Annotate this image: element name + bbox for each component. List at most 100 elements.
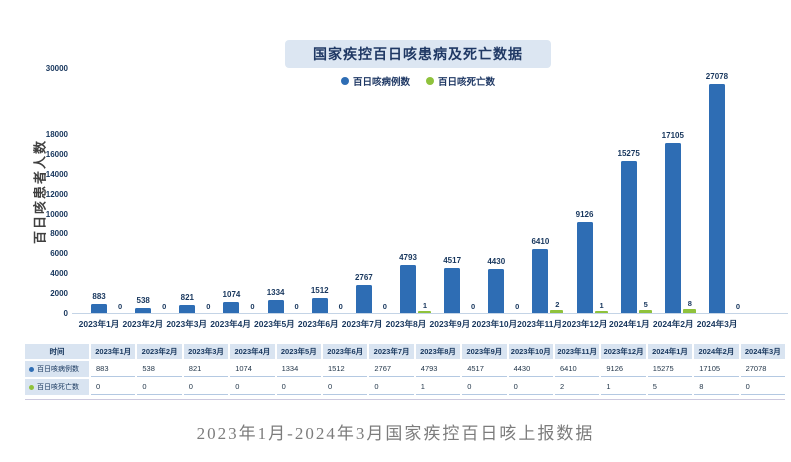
bar-deaths (550, 310, 564, 313)
table-column-header: 2023年12月 (601, 344, 646, 359)
table-cell: 538 (137, 361, 182, 377)
bar-cases (664, 142, 681, 313)
table-cell: 0 (230, 379, 275, 395)
bar-cases (179, 304, 196, 313)
chart-header: 国家疾控百日咳患病及死亡数据 百日咳病例数 百日咳死亡数 (45, 40, 791, 88)
table-column-header: 2024年3月 (740, 344, 785, 359)
table-cell: 0 (276, 379, 321, 395)
table-cell: 15275 (647, 361, 693, 377)
y-tick-label: 0 (63, 309, 68, 318)
deaths-value-label: 1 (599, 300, 604, 310)
cases-value-label: 17105 (661, 130, 684, 140)
table-cell: 883 (91, 361, 136, 377)
table-column-header: 2023年4月 (230, 344, 275, 359)
bar-cases (91, 304, 108, 313)
x-axis-category-label: 2023年4月 (210, 319, 251, 329)
table-cell: 6410 (555, 361, 600, 377)
table-column-header: 2023年3月 (183, 344, 229, 359)
deaths-value-label: 0 (162, 302, 167, 311)
x-axis-line (72, 313, 788, 314)
table-cell: 8 (694, 379, 739, 395)
y-tick-label: 14000 (45, 169, 68, 179)
bar-cases (135, 307, 152, 313)
table-corner-header: 时间 (25, 344, 89, 359)
bar-deaths (638, 309, 652, 313)
deaths-value-label: 0 (338, 302, 343, 311)
deaths-value-label: 2 (555, 300, 560, 310)
x-axis-category-label: 2023年7月 (341, 319, 383, 329)
table-cell: 0 (91, 379, 136, 395)
table-column-header: 2023年9月 (462, 344, 507, 359)
bar-cases (708, 84, 725, 313)
table-column-header: 2023年1月 (91, 344, 136, 359)
deaths-value-label: 0 (206, 302, 211, 311)
bar-cases (311, 297, 328, 313)
cases-value-label: 821 (180, 292, 194, 302)
table-cell: 2767 (369, 361, 414, 377)
bar-cases (532, 249, 549, 313)
cases-value-label: 1074 (222, 290, 241, 300)
x-axis-category-label: 2023年12月 (562, 319, 608, 329)
table-row-label: 百日咳死亡数 (25, 379, 89, 395)
deaths-value-label: 1 (422, 300, 428, 310)
table-cell: 4517 (462, 361, 507, 377)
x-axis-category-label: 2023年3月 (166, 319, 207, 329)
deaths-legend-dot-icon (426, 77, 434, 85)
x-axis-labels: 2023年1月 2023年2月 2023年3月 2023年4月 2023年5月 2023年… (77, 318, 739, 330)
x-axis-category-label: 2023年11月 (517, 319, 563, 329)
bar-cases (223, 302, 240, 313)
deaths-value-label: 0 (117, 302, 123, 311)
cases-legend-dot-icon (340, 77, 349, 85)
table-row-label-text: 百日咳病例数 (37, 366, 79, 373)
table-column-header: 2023年2月 (137, 344, 182, 359)
x-axis-category-label: 2023年5月 (254, 319, 295, 329)
bar-cases (620, 161, 637, 313)
table-column-header: 2023年6月 (323, 344, 368, 359)
table-cell: 1512 (323, 361, 368, 377)
cases-value-label: 1512 (310, 285, 329, 295)
table-cell: 17105 (694, 361, 739, 377)
deaths-value-label: 0 (294, 302, 299, 311)
table-cell: 27078 (740, 361, 785, 377)
legend-item-deaths: 百日咳死亡数 (426, 74, 495, 88)
y-tick-label: 16000 (45, 149, 68, 159)
legend-item-cases: 百日咳病例数 (340, 74, 410, 88)
x-axis-category-label: 2024年3月 (696, 319, 738, 329)
chart-title: 国家疾控百日咳患病及死亡数据 (285, 40, 551, 68)
table-row-label-text: 百日咳死亡数 (37, 384, 79, 391)
table-cell: 0 (462, 379, 507, 395)
cases-value-label: 883 (92, 292, 106, 302)
cases-value-label: 9126 (575, 210, 594, 220)
table-cell: 5 (647, 379, 693, 395)
y-axis-ticks: 0 2000 4000 6000 8000 10000 12000 14000 16000 180… (20, 64, 68, 318)
bar-deaths (594, 310, 608, 313)
chart-legend: 百日咳病例数 百日咳死亡数 (45, 74, 791, 88)
table-column-header: 2024年2月 (694, 344, 739, 359)
table-cell: 1 (601, 379, 646, 395)
caption: 2023年1月-2024年3月国家疾控百日咳上报数据 (196, 424, 595, 443)
table-column-header: 2023年11月 (555, 344, 600, 359)
deaths-value-label: 0 (471, 302, 476, 311)
cases-value-label: 4793 (399, 253, 417, 263)
table-cell: 0 (183, 379, 229, 395)
cases-value-label: 2767 (354, 273, 373, 283)
bar-cases (267, 299, 284, 313)
table-column-header: 2023年8月 (415, 344, 461, 359)
table-cell: 2 (555, 379, 600, 395)
bar-cases (400, 265, 416, 313)
plot-area: 883 0 538 0 821 0 1074 0 1334 0 1512 0 2767 0 4793 1 451… (77, 68, 740, 313)
table-column-header: 2023年10月 (508, 344, 553, 359)
deaths-legend-label: 百日咳死亡数 (438, 77, 496, 88)
x-axis-category-label: 2023年2月 (122, 319, 164, 329)
cases-value-label: 4430 (487, 256, 506, 266)
table-bottom-rule (25, 399, 785, 400)
table-column-header: 2023年5月 (276, 344, 321, 359)
bar-deaths (682, 308, 696, 313)
y-tick-label: 30000 (45, 64, 68, 73)
bar-cases (444, 268, 461, 313)
y-tick-label: 8000 (50, 229, 68, 239)
deaths-value-label: 8 (687, 298, 692, 308)
x-axis-category-label: 2023年9月 (429, 319, 471, 329)
bar-deaths (418, 310, 431, 313)
